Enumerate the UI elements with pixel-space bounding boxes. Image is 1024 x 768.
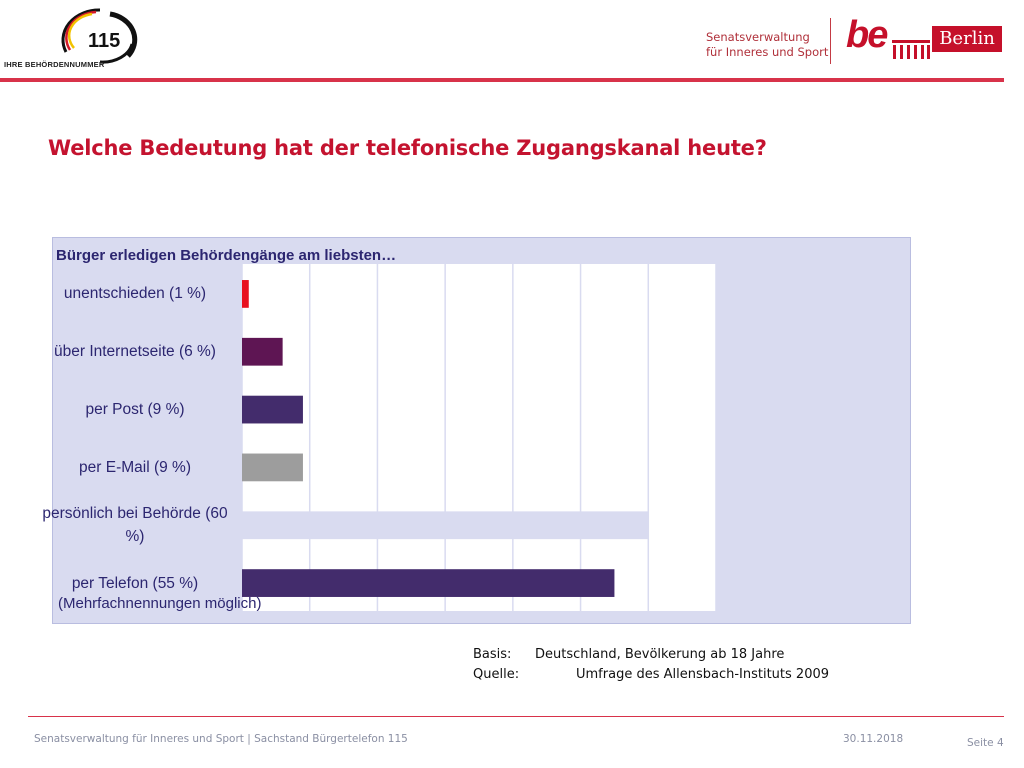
- page-number: Seite 4: [967, 737, 1004, 749]
- logo-115-icon: [61, 8, 138, 64]
- category-label: persönlich bei Behörde (60 %): [42, 505, 228, 546]
- category-label: per Telefon (55 %): [71, 574, 199, 592]
- logo-115-caption: IHRE BEHÖRDENNUMMER: [4, 60, 105, 69]
- category-label: unentschieden (1 %): [63, 285, 207, 303]
- source-value: Umfrage des Allensbach-Instituts 2009: [576, 667, 830, 682]
- organization-line-1: Senatsverwaltung: [706, 30, 810, 44]
- header-divider: [830, 18, 831, 64]
- footer-text: Senatsverwaltung für Inneres und Sport |…: [34, 733, 408, 745]
- footer-divider: [28, 716, 1004, 717]
- berlin-label: Berlin: [932, 26, 1002, 52]
- plot-area: [242, 264, 716, 611]
- category-label: über Internetseite (6 %): [54, 343, 216, 361]
- footer-date: 30.11.2018: [843, 733, 904, 745]
- category-label: per E-Mail (9 %): [79, 458, 191, 476]
- basis-value: Deutschland, Bevölkerung ab 18 Jahre: [535, 647, 785, 662]
- header-bar: [0, 78, 1004, 82]
- organization-line-2: für Inneres und Sport: [706, 45, 829, 59]
- bar: [242, 280, 249, 308]
- source-block: Basis: Deutschland, Bevölkerung ab 18 Jah…: [473, 645, 829, 685]
- basis-key: Basis:: [473, 647, 512, 662]
- bar: [242, 395, 303, 424]
- berlin-logo: be Berlin: [846, 14, 1006, 64]
- category-label: per Post (9 %): [85, 401, 185, 419]
- bar: [242, 569, 615, 597]
- brandenburg-gate-icon: [892, 40, 930, 59]
- bar: [242, 453, 303, 482]
- slide-title: Welche Bedeutung hat der telefonische Zu…: [48, 136, 767, 160]
- chart-title: Bürger erledigen Behördengänge am liebst…: [56, 247, 397, 264]
- source-key: Quelle:: [473, 667, 520, 682]
- logo-115: 115 IHRE BEHÖRDENNUMMER: [0, 0, 150, 78]
- basis-row: Basis: Deutschland, Bevölkerung ab 18 Jah…: [473, 645, 829, 665]
- bar: [242, 511, 649, 540]
- chart-note: (Mehrfachnennungen möglich): [58, 595, 262, 612]
- bar: [242, 337, 283, 366]
- berlin-be-mark: be: [846, 14, 888, 56]
- logo-115-number: 115: [88, 30, 121, 52]
- source-row: Quelle: Umfrage des Allensbach-Instituts …: [473, 665, 829, 685]
- organization-name: Senatsverwaltung für Inneres und Sport: [706, 30, 828, 60]
